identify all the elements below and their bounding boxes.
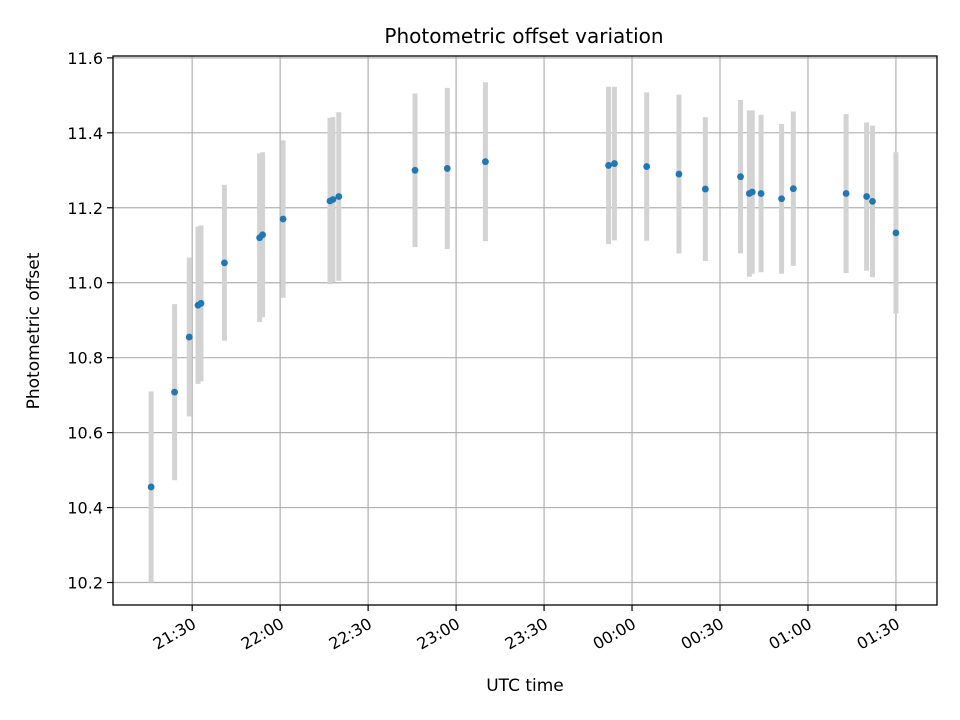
data-point (869, 198, 876, 205)
data-point (185, 333, 193, 341)
data-points (147, 158, 900, 491)
y-tick-label: 10.6 (67, 424, 103, 443)
chart-title: Photometric offset variation (384, 24, 663, 48)
y-tick-label: 11.2 (67, 199, 103, 218)
y-axis-label: Photometric offset (24, 252, 44, 409)
data-point (778, 195, 785, 203)
data-point (757, 190, 765, 197)
data-point (329, 196, 337, 203)
data-point (411, 166, 419, 174)
y-tick-label: 11.4 (67, 124, 103, 143)
data-point (221, 259, 228, 267)
data-point (675, 170, 683, 178)
data-point (147, 483, 155, 491)
data-point (863, 193, 871, 200)
data-point (842, 190, 850, 197)
y-axis: 10.2 10.4 10.6 10.8 11.0 11.2 11.4 11.6 (67, 49, 113, 593)
data-point (611, 160, 618, 167)
x-axis-label: UTC time (486, 676, 564, 696)
y-tick-label: 11.6 (67, 49, 103, 68)
data-point (443, 165, 451, 172)
data-point (748, 188, 756, 196)
data-point (279, 215, 287, 223)
grid (113, 56, 937, 605)
data-point (892, 229, 900, 237)
y-tick-label: 11.0 (67, 274, 103, 293)
data-point (482, 158, 489, 166)
data-point (643, 163, 651, 170)
data-point (701, 185, 709, 193)
y-tick-label: 10.4 (67, 499, 103, 518)
data-point (171, 388, 178, 396)
y-tick-label: 10.8 (67, 349, 103, 368)
data-point (789, 185, 797, 193)
data-point (737, 173, 744, 181)
y-tick-label: 10.2 (67, 574, 103, 593)
data-point (335, 193, 343, 200)
data-point (197, 299, 205, 307)
plot-frame (112, 55, 938, 606)
data-point (605, 162, 612, 169)
data-point (259, 231, 266, 239)
